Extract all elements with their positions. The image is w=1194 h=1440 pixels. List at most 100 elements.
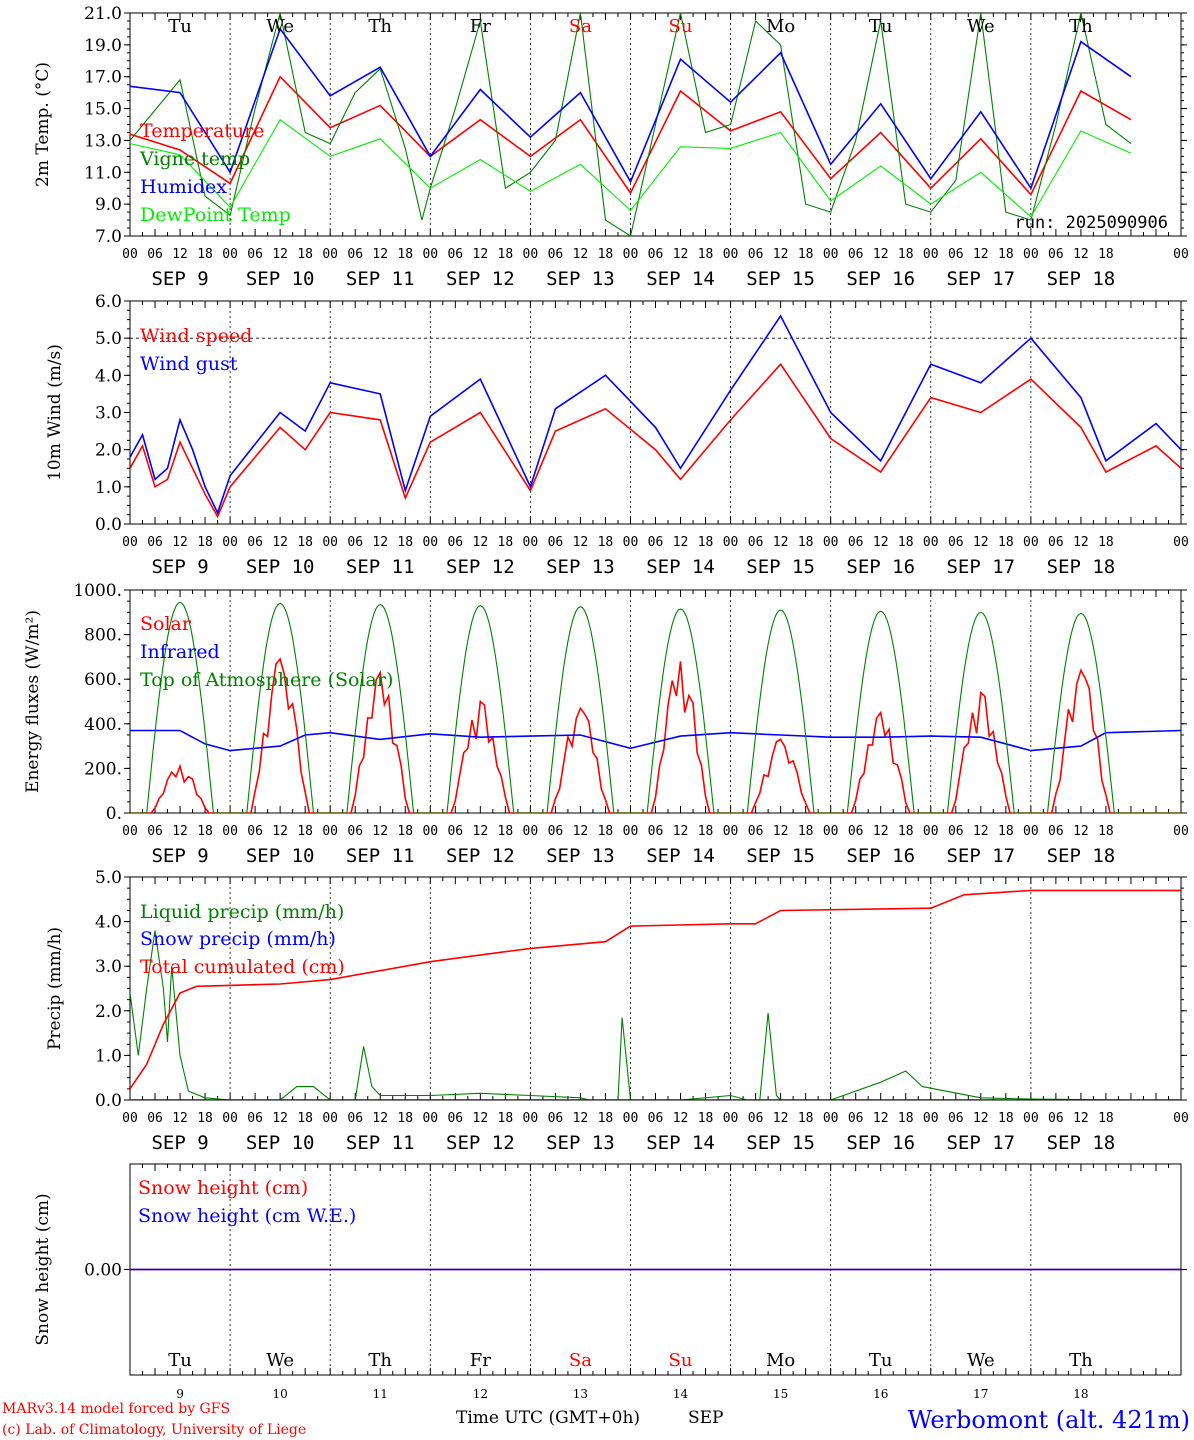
run-annotation: run: 2025090906 xyxy=(1014,213,1168,233)
hour-tick-label: 06 xyxy=(748,824,764,839)
date-label: SEP 13 xyxy=(546,845,615,867)
weekday-label: Tu xyxy=(869,16,893,37)
hour-tick-label: 18 xyxy=(498,1111,514,1126)
hour-tick-label: 18 xyxy=(197,535,213,550)
plot-frame xyxy=(129,300,1182,525)
hour-tick-label: 12 xyxy=(573,247,589,262)
y-tick-label: 1.0 xyxy=(95,1046,122,1066)
hour-tick-label: 06 xyxy=(748,535,764,550)
hour-tick-label: 00 xyxy=(322,247,338,262)
hour-tick-label: 12 xyxy=(773,535,789,550)
legend-entry: Solar xyxy=(140,613,192,635)
hour-tick-label: 00 xyxy=(523,247,539,262)
series-group xyxy=(130,314,1181,519)
hour-tick-label: 00 xyxy=(222,247,238,262)
hour-tick-label: 12 xyxy=(673,1111,689,1126)
series-group xyxy=(130,889,1181,1100)
day-number-label: 11 xyxy=(373,1387,388,1401)
hour-tick-label: 00 xyxy=(523,535,539,550)
weekday-label: We xyxy=(266,16,294,37)
hour-tick-label: 12 xyxy=(773,247,789,262)
hour-tick-label: 00 xyxy=(422,535,438,550)
weekday-label: Tu xyxy=(168,16,192,37)
hour-tick-label: 18 xyxy=(397,1111,413,1126)
weekday-label: Mo xyxy=(766,1350,795,1371)
y-tick-label: 0.0 xyxy=(95,1091,122,1111)
hour-tick-label: 06 xyxy=(347,247,363,262)
weekday-label: Sa xyxy=(569,1350,592,1371)
hour-tick-label: 12 xyxy=(873,1111,889,1126)
hour-tick-label: 00 xyxy=(923,824,939,839)
hour-tick-label: 00 xyxy=(523,1111,539,1126)
hour-tick-label: 12 xyxy=(1073,824,1089,839)
hour-tick-label: 06 xyxy=(247,247,263,262)
hour-tick-label: 12 xyxy=(873,247,889,262)
date-label: SEP 11 xyxy=(346,268,415,290)
hour-tick-label: 18 xyxy=(297,824,313,839)
hour-tick-label: 18 xyxy=(297,247,313,262)
hour-tick-label: 00 xyxy=(523,824,539,839)
hour-tick-label: 12 xyxy=(1073,1111,1089,1126)
date-label: SEP 10 xyxy=(246,268,315,290)
date-label: SEP 12 xyxy=(446,556,515,578)
weekday-label: Th xyxy=(368,16,392,37)
hour-tick-label: 00 xyxy=(1173,247,1189,262)
date-label: SEP 17 xyxy=(946,845,1015,867)
hour-tick-label: 18 xyxy=(998,535,1014,550)
hour-tick-label: 12 xyxy=(773,824,789,839)
hour-tick-label: 00 xyxy=(1173,824,1189,839)
hour-tick-label: 12 xyxy=(272,247,288,262)
hour-tick-label: 06 xyxy=(548,247,564,262)
legend-entry: Snow precip (mm/h) xyxy=(140,928,336,950)
date-label: SEP 9 xyxy=(151,845,208,867)
hour-tick-label: 06 xyxy=(247,1111,263,1126)
series-group xyxy=(130,13,1132,236)
date-label: SEP 16 xyxy=(846,556,915,578)
hour-tick-label: 18 xyxy=(798,247,814,262)
lab-credit: (c) Lab. of Climatology, University of L… xyxy=(2,1422,306,1438)
hour-tick-label: 12 xyxy=(172,824,188,839)
weekday-label: Sa xyxy=(569,16,592,37)
hour-tick-label: 00 xyxy=(823,247,839,262)
day-number-label: 17 xyxy=(973,1387,988,1401)
hour-tick-label: 18 xyxy=(698,1111,714,1126)
weekday-label: Fr xyxy=(470,16,491,37)
y-tick-label: 17.0 xyxy=(84,68,122,88)
series-line-solar xyxy=(130,657,1181,813)
hour-tick-label: 12 xyxy=(272,824,288,839)
hour-tick-label: 00 xyxy=(122,1111,138,1126)
series-line-wind-gust xyxy=(130,314,1181,516)
hour-tick-label: 18 xyxy=(998,1111,1014,1126)
y-tick-label: 21.0 xyxy=(84,4,122,24)
hour-tick-label: 06 xyxy=(948,1111,964,1126)
legend-entry: Infrared xyxy=(140,641,220,663)
hour-tick-label: 00 xyxy=(222,824,238,839)
hour-tick-label: 00 xyxy=(1173,1111,1189,1126)
date-label: SEP 15 xyxy=(746,845,815,867)
legend-entry: Top of Atmosphere (Solar) xyxy=(140,669,393,691)
y-tick-label: 5.0 xyxy=(95,329,122,349)
hour-tick-label: 12 xyxy=(673,535,689,550)
hour-tick-label: 06 xyxy=(848,824,864,839)
panel-snow: 0.00 Snow height (cm) Snow height (cm) Snow… xyxy=(33,1163,1187,1401)
hour-tick-label: 18 xyxy=(598,824,614,839)
hour-tick-label: 00 xyxy=(222,1111,238,1126)
date-label: SEP 9 xyxy=(151,268,208,290)
weekday-label: Tu xyxy=(869,1350,893,1371)
hour-tick-label: 00 xyxy=(422,247,438,262)
series-line-top-of-atmosphere-solar- xyxy=(130,601,1181,813)
date-label: SEP 14 xyxy=(646,1132,715,1154)
date-label: SEP 12 xyxy=(446,1132,515,1154)
hour-tick-label: 00 xyxy=(1023,247,1039,262)
hour-tick-label: 06 xyxy=(948,247,964,262)
hour-tick-label: 18 xyxy=(798,824,814,839)
hour-tick-label: 18 xyxy=(798,1111,814,1126)
hour-tick-label: 18 xyxy=(698,824,714,839)
date-label: SEP 18 xyxy=(1047,268,1116,290)
hour-tick-label: 12 xyxy=(172,1111,188,1126)
hour-tick-label: 18 xyxy=(197,1111,213,1126)
hour-tick-label: 00 xyxy=(923,1111,939,1126)
date-label: SEP 10 xyxy=(246,556,315,578)
weekday-label: Th xyxy=(1069,1350,1093,1371)
y-tick-label: 0.0 xyxy=(95,515,122,535)
